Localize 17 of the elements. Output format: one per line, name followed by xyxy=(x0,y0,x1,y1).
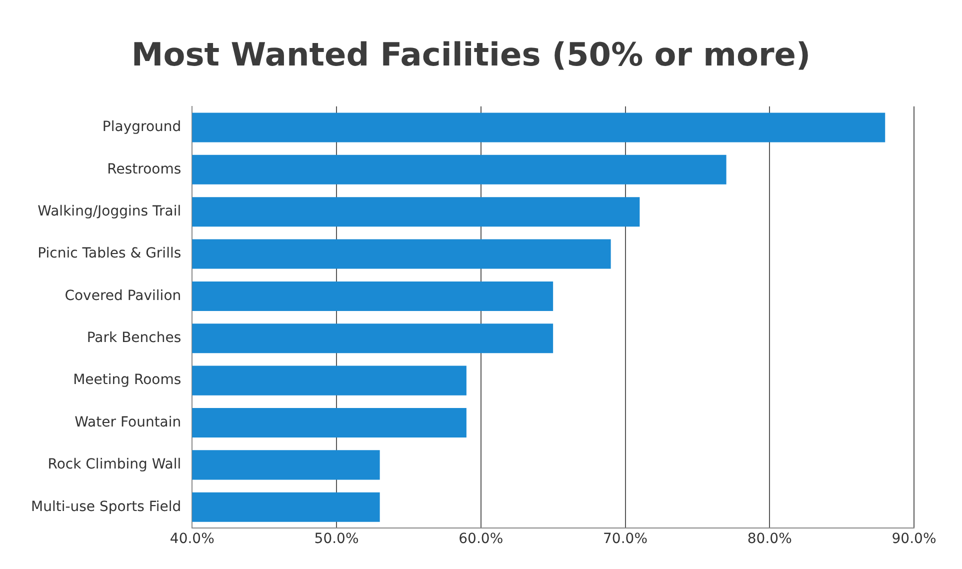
y-tick-label: Restrooms xyxy=(107,161,182,178)
y-tick-label: Playground xyxy=(102,119,182,136)
y-tick-label: Walking/Joggins Trail xyxy=(38,203,182,220)
x-tick-label: 50.0% xyxy=(314,531,359,548)
x-tick-label: 40.0% xyxy=(170,531,214,548)
y-tick-label: Picnic Tables & Grills xyxy=(38,246,182,262)
y-tick-label: Multi-use Sports Field xyxy=(30,498,182,515)
y-tick-label: Meeting Rooms xyxy=(73,372,182,388)
x-tick-label: 90.0% xyxy=(892,531,936,548)
x-tick-label: 70.0% xyxy=(603,531,648,548)
x-tick-label: 60.0% xyxy=(458,531,504,548)
y-tick-label: Water Fountain xyxy=(74,414,182,430)
chart-title: Most Wanted Facilities (50% or more) xyxy=(131,36,811,74)
y-tick-label: Covered Pavilion xyxy=(64,288,182,304)
y-tick-label: Park Benches xyxy=(86,330,182,346)
y-tick-label: Rock Climbing Wall xyxy=(48,456,182,473)
x-tick-label: 80.0% xyxy=(747,531,792,548)
